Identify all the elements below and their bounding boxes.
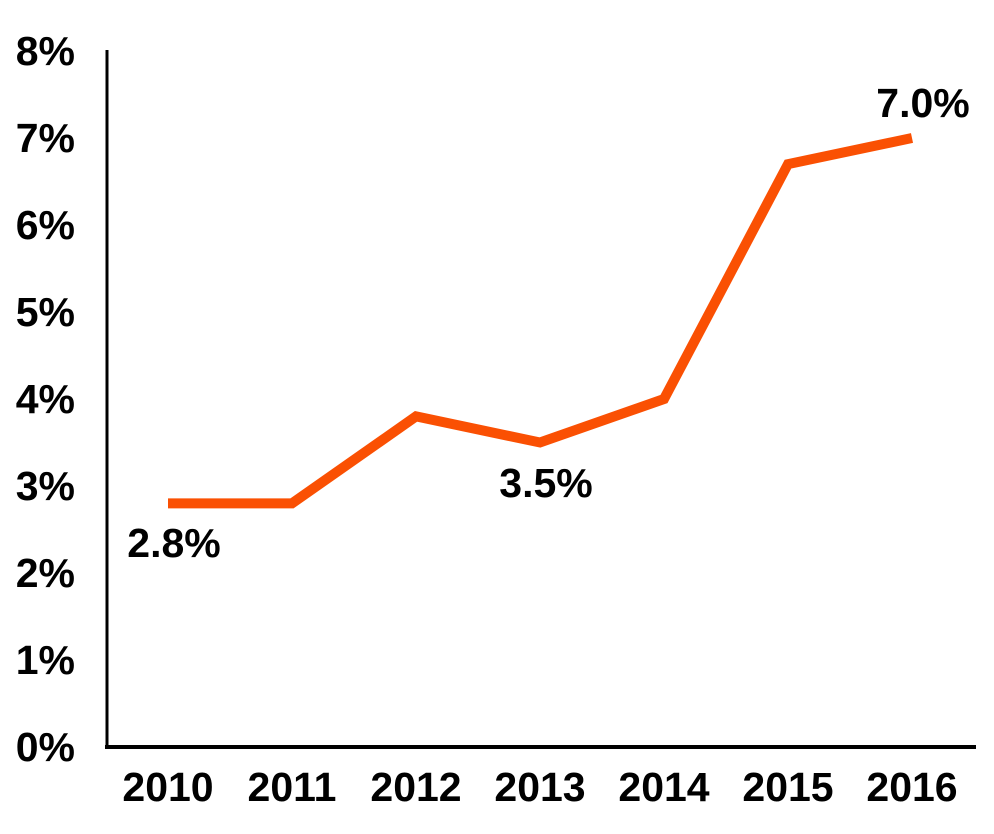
x-tick-label: 2014 [618,764,710,810]
y-tick-label: 4% [15,376,75,422]
trend-line [168,133,914,509]
x-tick-label: 2016 [866,764,958,810]
y-tick-label: 5% [15,289,75,335]
x-tick-label: 2011 [247,764,337,810]
data-point-label: 3.5% [499,459,593,506]
x-tick-label: 2010 [122,764,214,810]
y-tick-label: 1% [15,637,75,683]
y-tick-label: 2% [15,550,75,596]
y-tick-label: 0% [15,724,75,770]
data-point-label: 2.8% [127,520,221,567]
x-tick-label: 2015 [742,764,834,810]
data-point-label: 7.0% [876,80,970,126]
y-tick-label: 3% [15,463,75,509]
x-tick-label: 2012 [370,764,462,810]
y-tick-label: 8% [15,28,75,74]
x-tick-label: 2013 [494,764,586,810]
y-tick-label: 6% [15,202,75,248]
y-tick-label: 7% [15,115,75,161]
